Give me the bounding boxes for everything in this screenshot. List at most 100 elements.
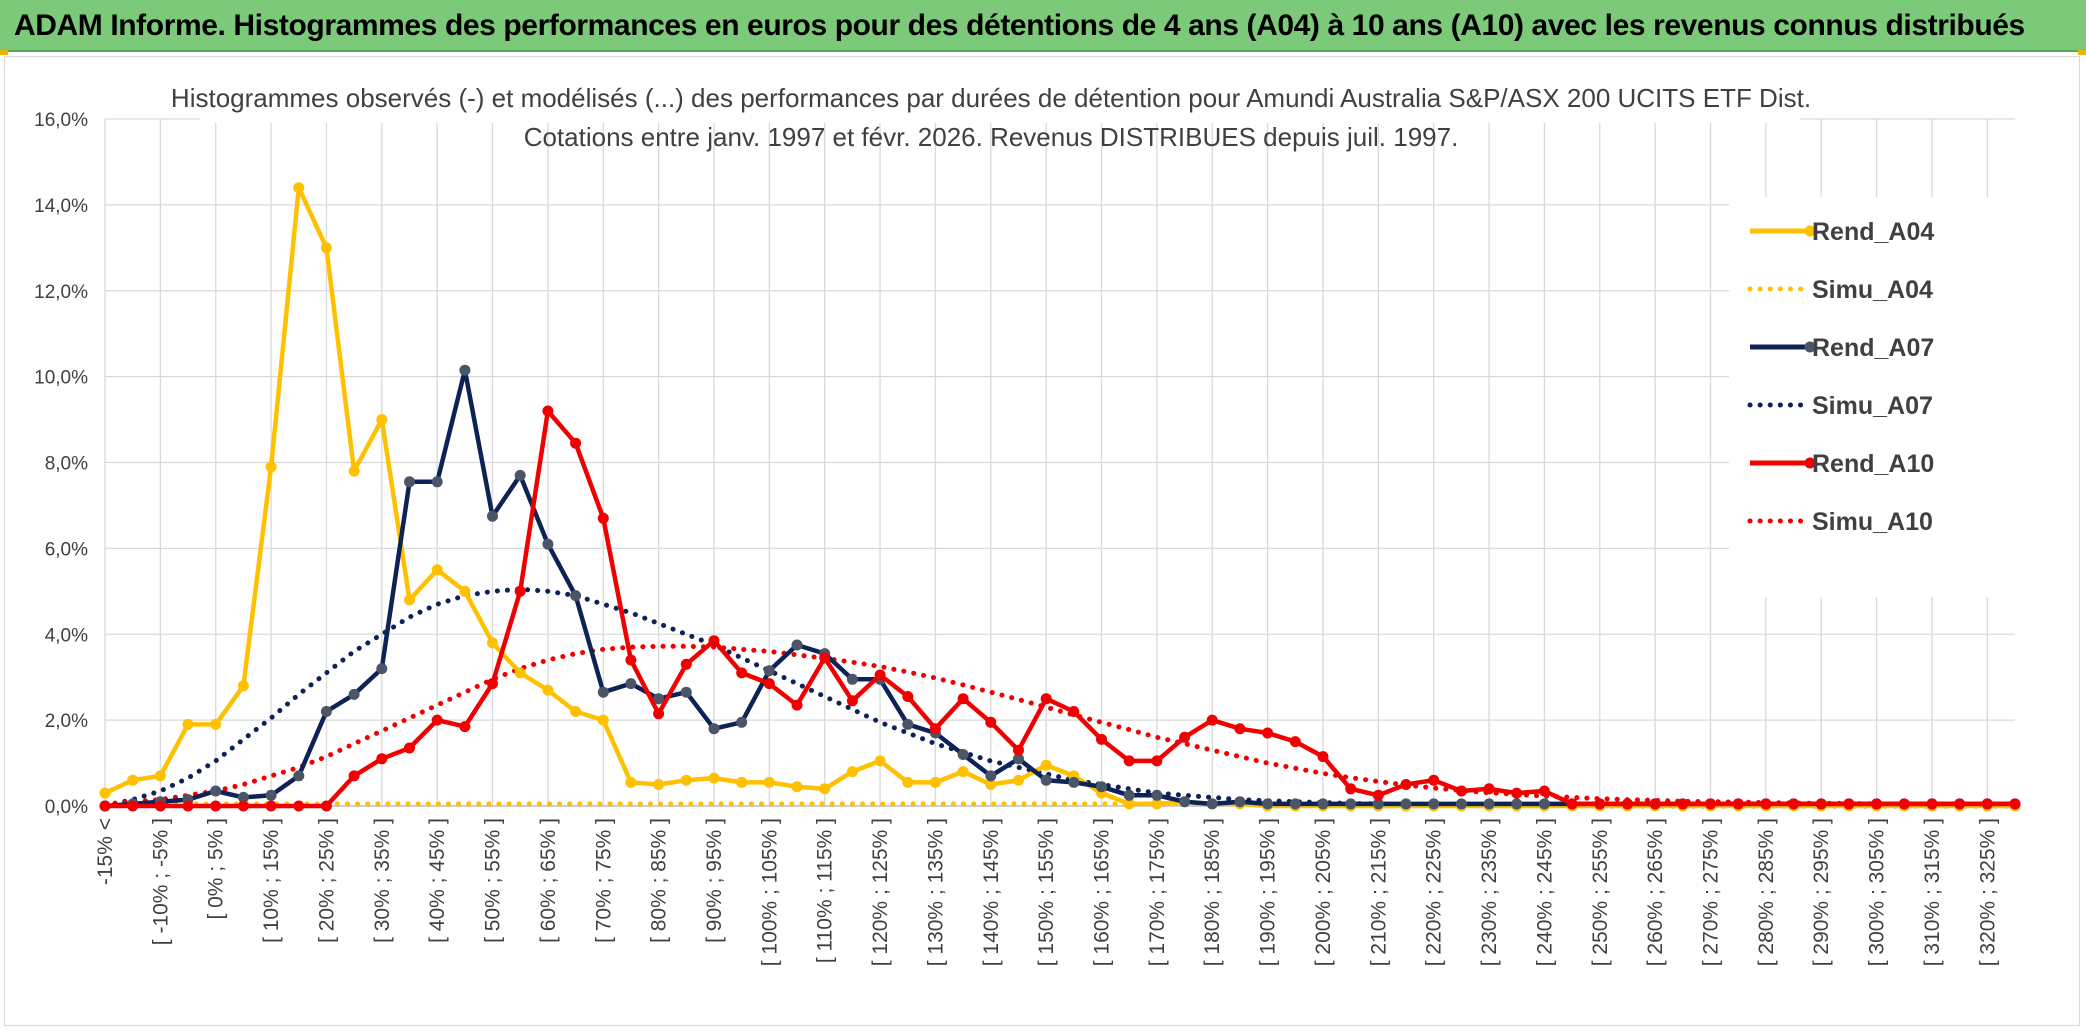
data-point xyxy=(1013,753,1024,765)
x-tick-label: [ 240% ; 245% ] xyxy=(1533,818,1556,966)
x-tick-label: [ -10% ; -5% ] xyxy=(149,818,172,945)
data-point xyxy=(459,585,471,597)
data-point xyxy=(597,686,609,698)
data-point xyxy=(1954,798,1966,810)
data-point xyxy=(929,723,941,735)
data-point xyxy=(625,654,637,666)
data-point xyxy=(1926,798,1938,810)
data-point xyxy=(1428,798,1440,810)
data-point xyxy=(1898,798,1910,810)
legend-marker xyxy=(1804,225,1816,237)
data-point xyxy=(1289,798,1301,810)
data-point xyxy=(1483,783,1495,795)
data-point xyxy=(763,665,775,677)
data-point xyxy=(1179,731,1191,743)
data-point xyxy=(985,716,997,728)
legend: Rend_A04 Simu_A04 Rend_A07 Simu_A07 Rend_A10… xyxy=(1729,197,2029,597)
legend-label: Rend_A04 xyxy=(1812,218,1934,246)
x-tick-label: [ 290% ; 295% ] xyxy=(1810,818,1833,966)
data-point xyxy=(1788,798,1800,810)
data-point xyxy=(763,678,775,690)
data-point xyxy=(210,718,222,730)
data-point xyxy=(348,770,360,782)
series-layer xyxy=(99,182,2021,812)
y-tick-label: 10,0% xyxy=(34,368,88,389)
data-point xyxy=(819,652,831,664)
series-rend-a10 xyxy=(99,405,2021,812)
y-tick-label: 6,0% xyxy=(45,539,88,560)
data-point xyxy=(791,781,803,793)
data-point xyxy=(2009,798,2021,810)
data-point xyxy=(957,693,969,705)
data-point xyxy=(127,774,139,786)
data-point xyxy=(320,800,332,812)
data-point xyxy=(1622,798,1633,810)
data-point xyxy=(1705,798,1716,810)
x-tick-label: [ 270% ; 275% ] xyxy=(1700,818,1723,966)
x-tick-label: [ 150% ; 155% ] xyxy=(1035,818,1058,966)
legend-item: Rend_A04 xyxy=(1750,218,1934,246)
legend-item: Simu_A10 xyxy=(1747,508,1933,536)
data-point xyxy=(404,476,415,488)
data-point xyxy=(1179,796,1191,808)
data-point xyxy=(293,182,305,194)
data-point xyxy=(1040,774,1052,786)
data-point xyxy=(1538,798,1550,810)
data-point xyxy=(210,800,222,812)
data-point xyxy=(459,364,471,376)
data-point xyxy=(376,414,388,426)
data-point xyxy=(570,706,582,717)
x-tick-label: [ 60% ; 65% ] xyxy=(537,818,560,943)
data-point xyxy=(653,708,665,720)
data-point xyxy=(487,510,498,522)
data-point xyxy=(1511,798,1523,810)
data-point xyxy=(570,590,582,602)
data-point xyxy=(514,585,526,597)
data-point xyxy=(154,770,166,782)
data-point xyxy=(542,405,554,417)
x-tick-label: [ 250% ; 255% ] xyxy=(1589,818,1612,966)
y-tick-label: 16,0% xyxy=(34,110,88,131)
data-point xyxy=(1760,798,1772,810)
data-point xyxy=(1455,785,1467,797)
corner-accent-right xyxy=(2078,50,2086,55)
data-point xyxy=(1068,706,1080,717)
data-point xyxy=(348,465,360,477)
data-point xyxy=(708,635,720,647)
data-point xyxy=(542,538,554,550)
data-point xyxy=(1040,693,1052,705)
y-axis-ticks: 0,0% 2,0% 4,0% 6,0% 8,0% 10,0% 12,0% 14,0% 16,0% xyxy=(34,110,88,818)
data-point xyxy=(1372,789,1384,801)
data-point xyxy=(237,800,249,812)
data-point xyxy=(597,512,609,524)
data-point xyxy=(265,800,277,812)
y-tick-label: 8,0% xyxy=(45,454,88,475)
data-point xyxy=(431,476,443,488)
data-point xyxy=(542,684,554,696)
data-point xyxy=(1843,798,1855,810)
data-point xyxy=(320,706,332,717)
legend-marker xyxy=(1804,341,1816,353)
data-point xyxy=(625,678,637,690)
series-line xyxy=(105,408,2015,809)
data-point xyxy=(736,776,748,788)
x-tick-label: [ 110% ; 115% ] xyxy=(814,818,837,963)
y-tick-label: 14,0% xyxy=(34,196,88,217)
data-point xyxy=(1400,779,1412,790)
legend-item: Rend_A07 xyxy=(1750,334,1934,362)
y-tick-label: 0,0% xyxy=(45,797,88,818)
data-point xyxy=(1123,798,1135,810)
data-point xyxy=(736,716,748,728)
data-point xyxy=(680,774,692,786)
histogram-chart: 0,0% 2,0% 4,0% 6,0% 8,0% 10,0% 12,0% 14,0% 16,0%… xyxy=(34,77,2029,966)
data-point xyxy=(1262,798,1274,810)
data-point xyxy=(929,776,941,788)
data-point xyxy=(653,693,665,705)
series-line xyxy=(102,643,2018,807)
data-point xyxy=(1981,798,1993,810)
x-tick-label: [ 170% ; 175% ] xyxy=(1146,818,1169,966)
x-tick-label: [ 20% ; 25% ] xyxy=(315,818,338,943)
legend-label: Rend_A07 xyxy=(1812,334,1934,362)
data-point xyxy=(431,564,443,576)
data-point xyxy=(846,673,858,685)
